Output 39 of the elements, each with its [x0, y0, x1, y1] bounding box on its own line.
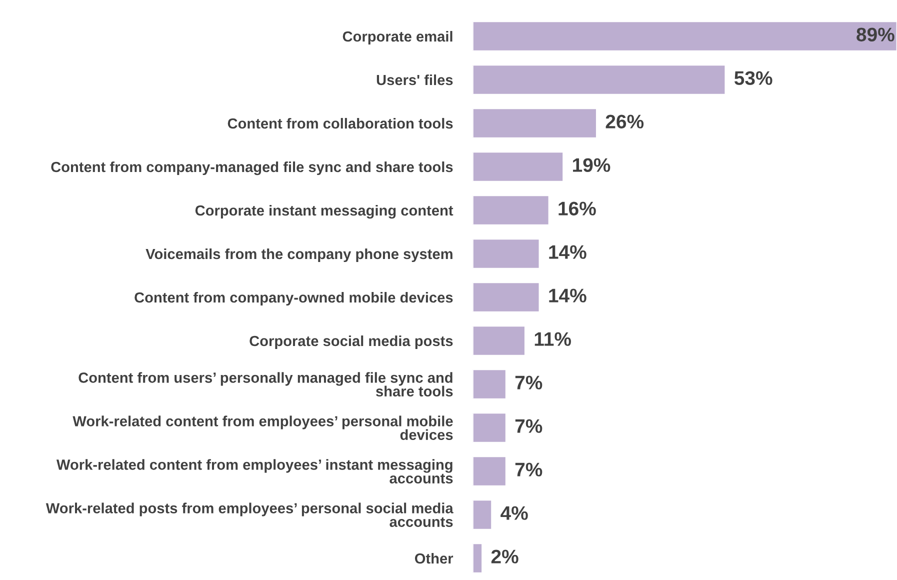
data-label: 19% — [573, 158, 610, 172]
data-label: 89% — [856, 28, 894, 42]
data-label: 14% — [549, 245, 586, 259]
bar — [472, 238, 540, 270]
bar — [472, 108, 598, 139]
y-tick-label: Content from users’ personally managed file sync and share tools — [78, 372, 453, 397]
data-label: 11% — [534, 332, 571, 346]
data-label: 2% — [491, 550, 518, 564]
y-tick-label: Voicemails from the company phone system — [146, 248, 452, 262]
y-tick-label: Corporate social media posts — [250, 335, 453, 350]
data-label: 53% — [734, 71, 772, 85]
data-label: 7% — [515, 462, 542, 476]
bar — [472, 499, 492, 530]
bar — [472, 542, 483, 574]
bar — [472, 194, 550, 226]
data-label: 16% — [558, 202, 596, 216]
y-tick-label: Content from company-owned mobile devices — [134, 292, 453, 306]
y-tick-label: Work-related posts from employees’ personal social media accounts — [46, 502, 454, 527]
y-tick-label: Corporate instant messaging content — [195, 204, 454, 219]
y-tick-label: Other — [414, 552, 454, 564]
y-tick-label: Users' files — [376, 74, 453, 86]
y-tick-label: Content from collaboration tools — [228, 118, 453, 129]
bar — [472, 368, 507, 400]
data-label: 14% — [549, 288, 586, 302]
bar — [472, 282, 540, 313]
bar — [472, 64, 726, 96]
bar — [472, 325, 526, 356]
y-tick-label: Content from company-managed file sync and share tools — [51, 161, 453, 176]
data-label: 26% — [606, 114, 644, 128]
data-label: 7% — [515, 376, 542, 390]
bar — [472, 456, 507, 487]
y-tick-label: Work-related content from employees’ instant messaging accounts — [56, 459, 453, 484]
y-tick-label: Work-related content from employees’ personal mobile devices — [72, 416, 453, 440]
bar — [472, 151, 564, 182]
bar — [472, 412, 507, 444]
data-label: 4% — [500, 506, 528, 520]
y-tick-label: Corporate email — [342, 30, 452, 45]
bar — [472, 20, 897, 52]
data-label: 7% — [515, 419, 542, 433]
